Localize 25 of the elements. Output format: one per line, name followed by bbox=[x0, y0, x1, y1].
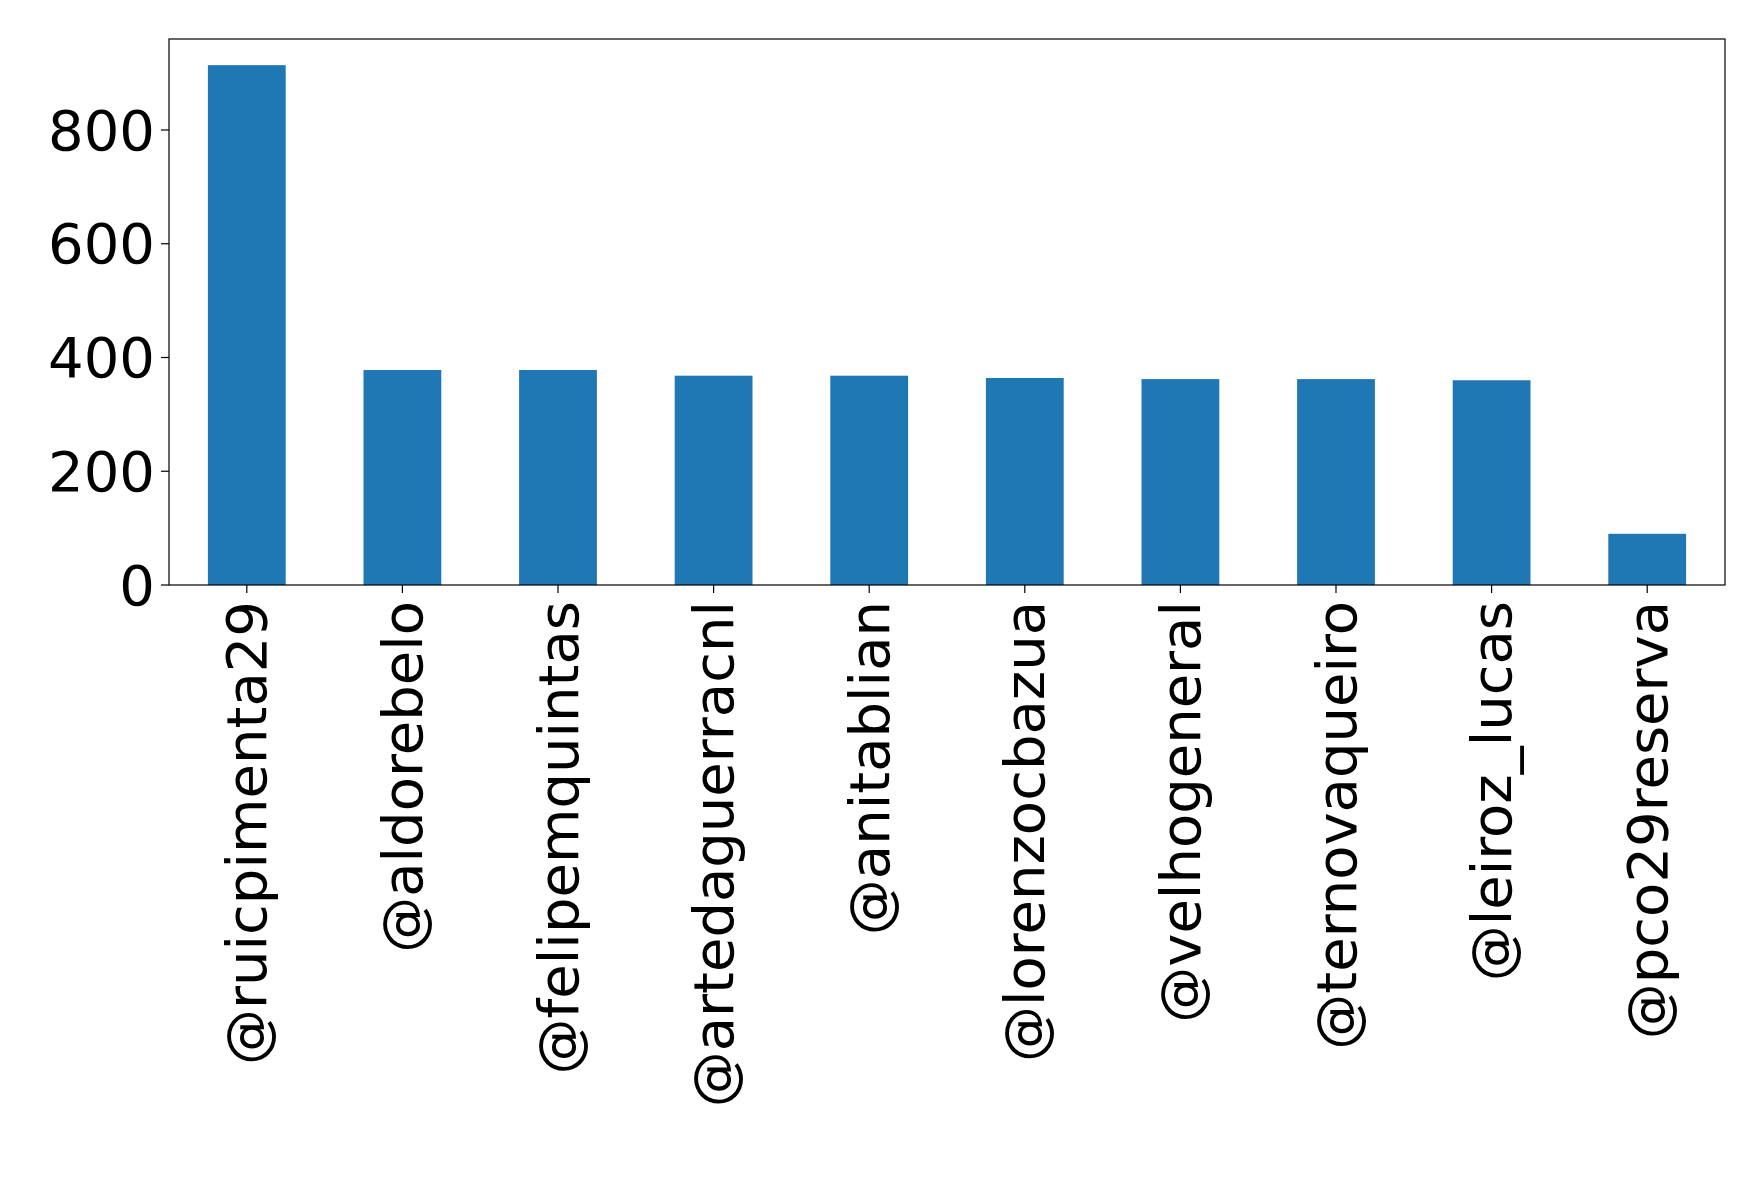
x-tick-label: @velhogeneral bbox=[1148, 601, 1213, 1023]
x-tick-label: @ruicpimenta29 bbox=[214, 601, 280, 1065]
x-tick-label: @artedaguerracnl bbox=[681, 601, 747, 1108]
bar bbox=[1608, 533, 1687, 585]
x-tick-label: @leiroz_lucas bbox=[1459, 601, 1525, 982]
bar bbox=[1141, 379, 1220, 585]
bar bbox=[830, 375, 909, 585]
x-tick-label: @lorenzocbazua bbox=[992, 601, 1058, 1063]
bar bbox=[207, 65, 286, 585]
y-tick-label: 200 bbox=[48, 438, 155, 504]
bar bbox=[363, 370, 442, 585]
bar bbox=[1452, 380, 1531, 585]
y-tick-label: 800 bbox=[48, 97, 155, 163]
x-tick-label: @aldorebelo bbox=[370, 601, 435, 953]
y-tick-label: 0 bbox=[119, 552, 155, 618]
y-tick-label: 400 bbox=[48, 325, 155, 391]
bar bbox=[519, 370, 597, 585]
x-tick-label: @felipemquintas bbox=[525, 601, 591, 1075]
x-tick-label: @anitablian bbox=[836, 601, 902, 936]
bar bbox=[674, 375, 753, 585]
y-tick-label: 600 bbox=[48, 211, 155, 277]
x-tick-label: @ternovaqueiro bbox=[1303, 601, 1369, 1050]
bar bbox=[985, 377, 1064, 585]
x-tick-label: @pco29reserva bbox=[1614, 601, 1680, 1040]
bar bbox=[1297, 379, 1375, 585]
